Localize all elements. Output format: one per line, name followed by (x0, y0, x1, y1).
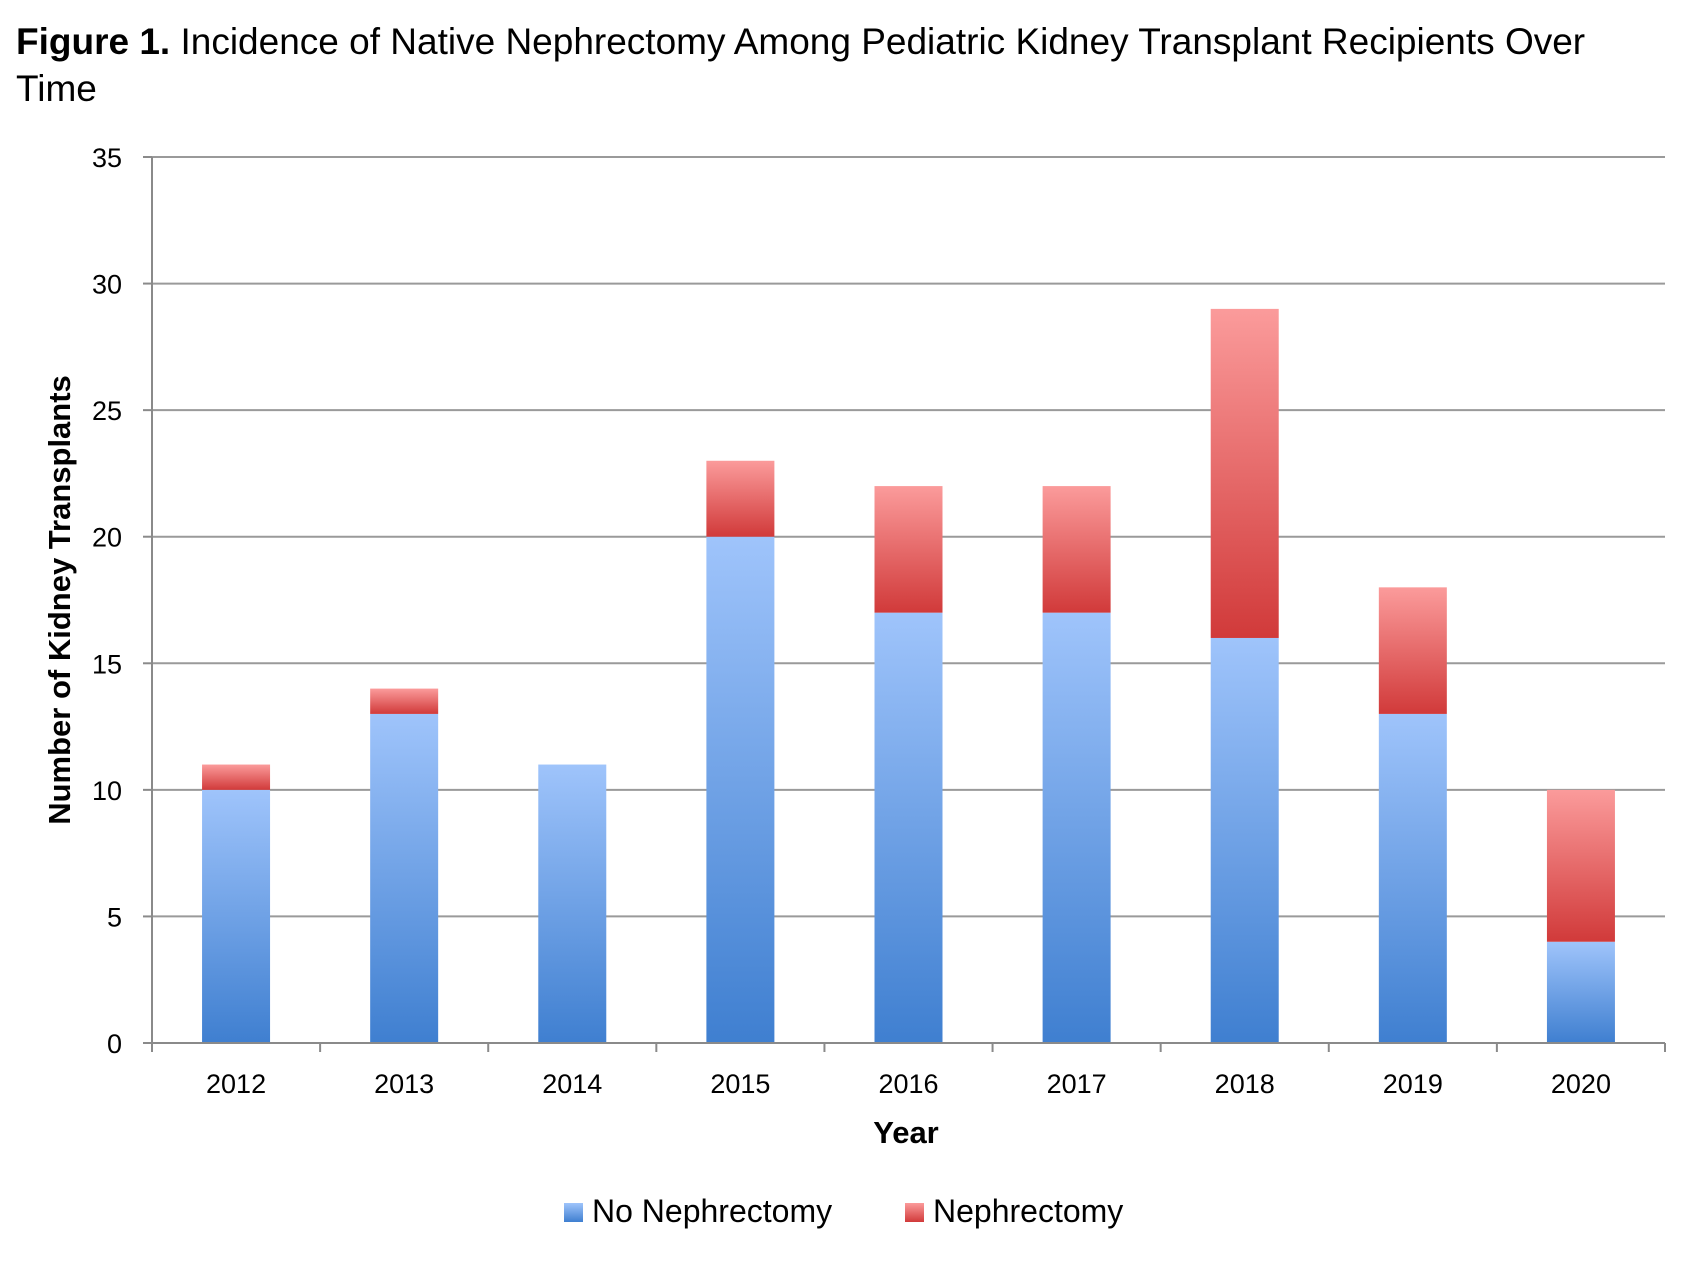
bars (202, 308, 1615, 1043)
bar-2013-no-nephrectomy (370, 713, 439, 1043)
bar-2019-no-nephrectomy (1378, 713, 1447, 1043)
x-tick-label: 2017 (1047, 1069, 1107, 1099)
y-tick-label: 0 (107, 1029, 122, 1059)
bar-2016-no-nephrectomy (874, 612, 943, 1043)
legend: No Nephrectomy Nephrectomy (564, 1193, 1123, 1229)
x-tick-label: 2013 (374, 1069, 434, 1099)
y-tick-label: 5 (107, 902, 122, 932)
bar-2013-nephrectomy (370, 688, 439, 714)
bar-2015-nephrectomy (706, 460, 775, 537)
y-axis-title: Number of Kidney Transplants (42, 375, 77, 825)
bar-2012-no-nephrectomy (202, 789, 271, 1043)
bar-2017-nephrectomy (1042, 486, 1111, 613)
bar-2020-no-nephrectomy (1546, 941, 1615, 1043)
x-axis-title: Year (873, 1115, 939, 1150)
bar-2018-no-nephrectomy (1210, 637, 1279, 1043)
y-tick-label: 20 (92, 523, 122, 553)
x-tick-label: 2015 (710, 1069, 770, 1099)
bar-2015-no-nephrectomy (706, 536, 775, 1043)
x-tick-label: 2016 (878, 1069, 938, 1099)
legend-label: No Nephrectomy (592, 1193, 832, 1229)
y-tick-label: 35 (92, 143, 122, 173)
x-tick-label: 2019 (1383, 1069, 1443, 1099)
figure-label: Figure 1. (16, 21, 171, 62)
bar-2017-no-nephrectomy (1042, 612, 1111, 1043)
bar-2020-nephrectomy (1546, 789, 1615, 942)
y-tick-label: 30 (92, 270, 122, 300)
x-tick-label: 2018 (1215, 1069, 1275, 1099)
x-tick-label: 2012 (206, 1069, 266, 1099)
bar-2019-nephrectomy (1378, 587, 1447, 714)
y-tick-label: 10 (92, 776, 122, 806)
y-tick-label: 15 (92, 649, 122, 679)
bar-2014-no-nephrectomy (538, 764, 607, 1043)
tick-labels: 0 5 10 15 20 25 30 35 2012 2013 2014 2015 2016 2017 20… (92, 143, 1611, 1099)
axes (143, 156, 1666, 1052)
bar-2018-nephrectomy (1210, 308, 1279, 638)
legend-swatch-no-nephrectomy (564, 1203, 583, 1222)
x-tick-label: 2020 (1551, 1069, 1611, 1099)
bar-2016-nephrectomy (874, 486, 943, 613)
legend-label: Nephrectomy (933, 1193, 1123, 1229)
legend-swatch-nephrectomy (905, 1203, 924, 1222)
figure-title-text: Incidence of Native Nephrectomy Among Pe… (16, 21, 1586, 109)
figure-title: Figure 1. Incidence of Native Nephrectom… (16, 18, 1656, 112)
y-tick-label: 25 (92, 396, 122, 426)
bar-2012-nephrectomy (202, 764, 271, 790)
x-tick-label: 2014 (542, 1069, 602, 1099)
